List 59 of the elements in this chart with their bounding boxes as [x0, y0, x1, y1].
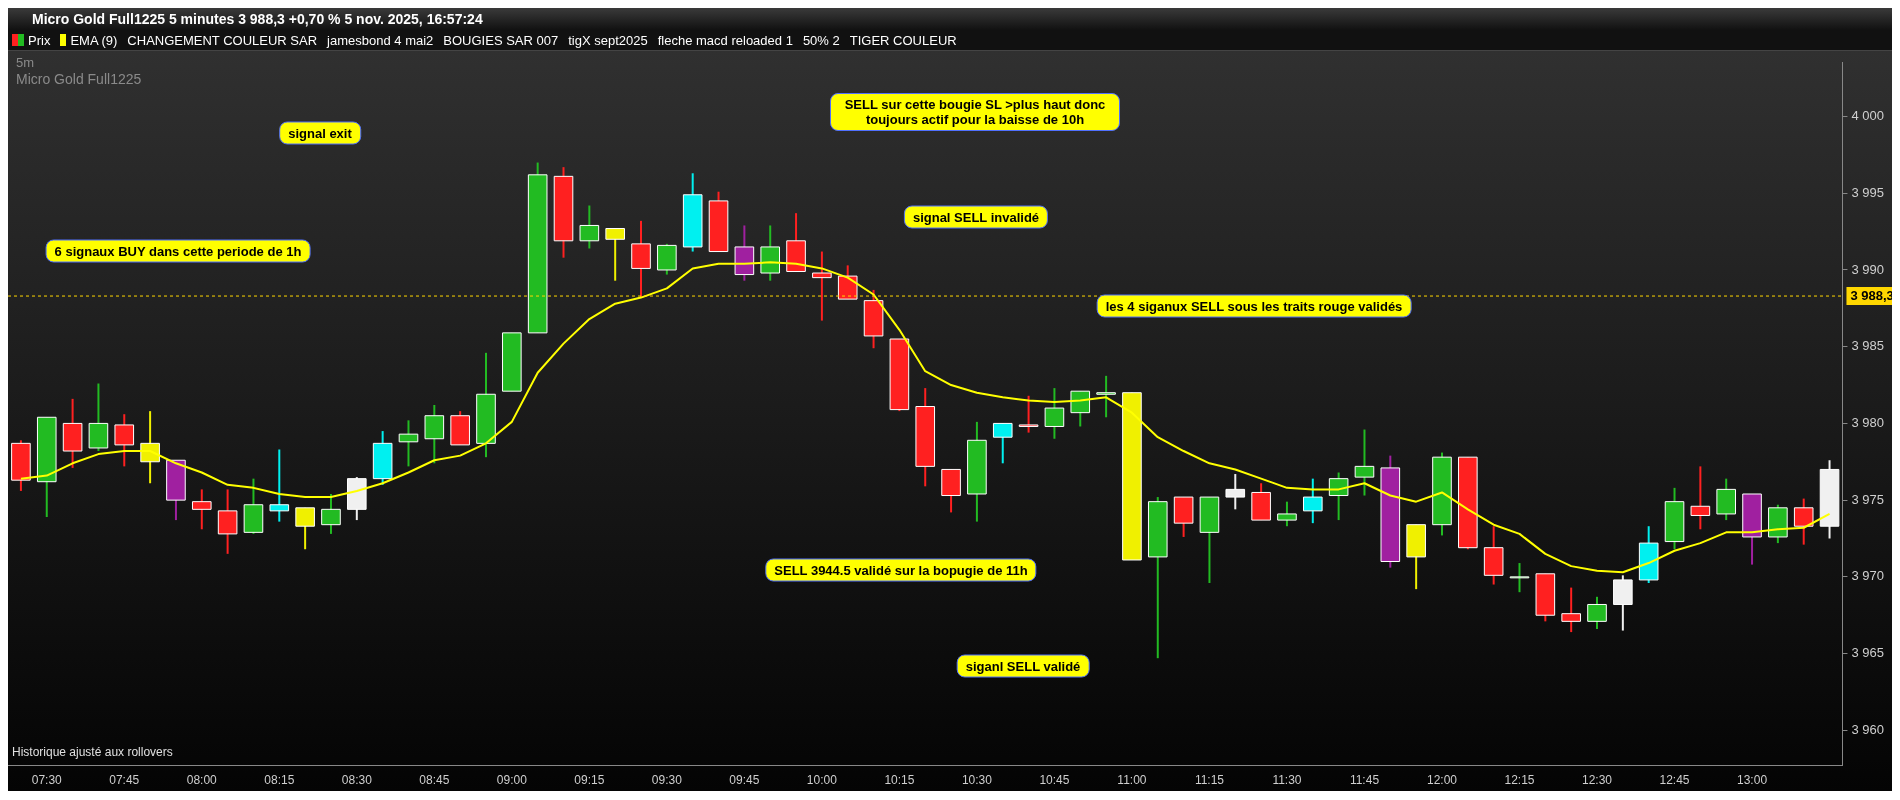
x-tick-label: 08:15 — [264, 773, 295, 788]
x-tick-label: 08:30 — [341, 773, 373, 788]
x-tick-label: 10:30 — [961, 773, 993, 788]
chart-subtitle: 5m — [16, 55, 35, 70]
y-tick-label: 3 960 — [1851, 721, 1885, 737]
y-tick-label: 4 000 — [1851, 108, 1885, 124]
speech-bubble: les 4 siganux SELL sous les traits rouge validés — [1096, 294, 1412, 318]
text: BOUGIES SAR 007 — [443, 32, 559, 48]
y-tick-label: 3 975 — [1851, 491, 1885, 507]
y-tick-label: 3 990 — [1851, 261, 1885, 277]
x-tick-label: 10:15 — [884, 773, 915, 788]
x-tick-label: 09:15 — [574, 773, 605, 788]
candlestick — [191, 488, 212, 531]
x-tick-label: 12:45 — [1659, 773, 1690, 788]
x-tick-label: 10:00 — [806, 773, 838, 788]
x-tick-label: 09:30 — [651, 773, 683, 788]
candlestick — [1096, 374, 1116, 419]
y-tick-label: 3 995 — [1851, 184, 1885, 200]
speech-bubble: SELL 3944.5 validé sur la bopugie de 11h — [765, 558, 1037, 582]
candlestick — [295, 506, 315, 551]
text: tigX sept2025 — [568, 32, 648, 48]
x-tick-label: 13:00 — [1737, 773, 1768, 788]
y-tick-label: 3 965 — [1851, 645, 1885, 661]
y-tick-label: 3 970 — [1851, 568, 1885, 584]
x-tick-label: 08:45 — [419, 773, 450, 788]
speech-bubble: signal exit — [279, 121, 361, 145]
x-tick-label: 09:00 — [496, 773, 528, 788]
x-tick-label: 11:15 — [1194, 773, 1225, 788]
text: TIGER COULEUR — [849, 32, 957, 48]
text: CHANGEMENT COULEUR SAR — [127, 32, 318, 48]
x-tick-label: 12:30 — [1582, 773, 1613, 788]
x-tick-label: 07:30 — [31, 773, 63, 788]
annotation: Historique ajusté aux rollovers — [12, 745, 173, 759]
x-tick-label: 12:00 — [1426, 773, 1458, 788]
x-tick-label: 11:45 — [1349, 773, 1380, 788]
candlestick — [1277, 500, 1297, 528]
x-tick-label: 09:45 — [729, 773, 760, 788]
y-tick-label: 3 985 — [1851, 338, 1885, 354]
x-tick-label: 10:45 — [1039, 773, 1070, 788]
text: fleche macd reloaded 1 — [657, 32, 793, 48]
x-tick-label: 07:45 — [109, 773, 140, 788]
chart-title: Micro Gold Full1225 5 minutes 3 988,3 +0,70 % 5 nov. 2025, 16:57:24 — [8, 8, 1892, 30]
speech-bubble: SELL sur cette bougie SL >plus haut donc toujours actif pour la baisse de 10h — [830, 93, 1120, 131]
speech-bubble: 6 signaux BUY dans cette periode de 1h — [45, 239, 311, 263]
legend-label: Prix — [28, 32, 51, 48]
text: 50% 2 — [802, 32, 840, 48]
speech-bubble: siganl SELL validé — [956, 654, 1090, 678]
speech-bubble: signal SELL invalidé — [903, 205, 1049, 229]
x-tick-label: 08:00 — [186, 773, 218, 788]
x-tick-label: 12:15 — [1504, 773, 1535, 788]
x-tick-label: 11:00 — [1117, 773, 1147, 788]
x-tick-label: 11:30 — [1272, 773, 1302, 788]
annotation: Micro Gold Full1225 — [16, 71, 142, 87]
candlestick — [1561, 586, 1581, 634]
legend-label: EMA (9) — [70, 32, 118, 48]
y-tick-label: 3 980 — [1851, 414, 1885, 430]
text: jamesbond 4 mai2 — [327, 32, 434, 48]
candlestick — [1587, 595, 1607, 631]
candlestick — [605, 227, 625, 282]
